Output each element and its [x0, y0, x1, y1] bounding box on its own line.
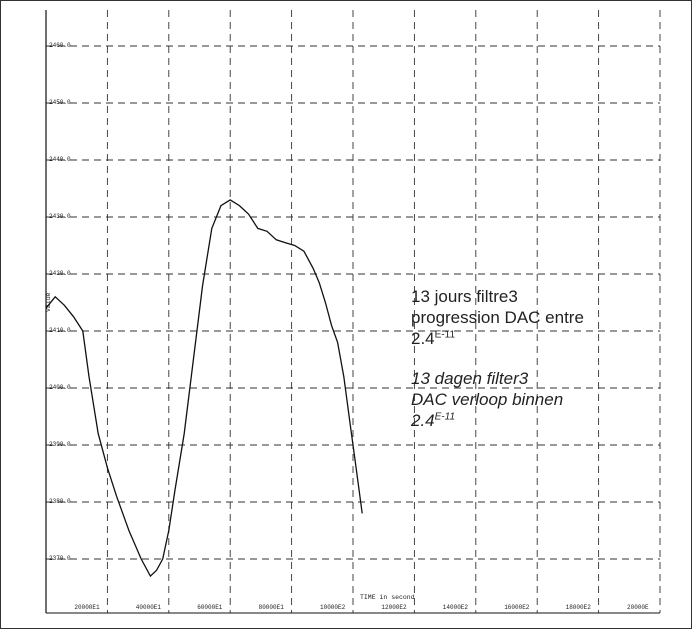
- grid: [46, 10, 661, 613]
- annotation-fr-line2: progression DAC entre: [411, 308, 584, 327]
- x-tick-label: 20000E: [627, 604, 649, 611]
- y-tick-label: 2380.0: [49, 498, 71, 505]
- annotation-nl-exponent: E-11: [434, 411, 456, 423]
- y-tick-labels: 2460.0 2450.0 2440.0 2430.0 2420.0 2410.0 2400…: [49, 42, 71, 562]
- annotation-nl-line1: 13 dagen filter3: [411, 369, 529, 388]
- annotation-fr-exponent: E-11: [434, 329, 456, 341]
- annotation-dutch: 13 dagen filter3 DAC verloop binnen 2.4E…: [411, 368, 563, 431]
- y-tick-label: 2370.0: [49, 555, 71, 562]
- x-tick-label: 14000E2: [443, 604, 469, 611]
- y-tick-label: 2450.0: [49, 99, 71, 106]
- x-tick-label: 16000E2: [504, 604, 530, 611]
- y-tick-label: 2460.0: [49, 42, 71, 49]
- annotation-nl-line2: DAC verloop binnen: [411, 390, 564, 409]
- x-tick-label: 60000E1: [197, 604, 223, 611]
- annotation-fr-line3: 2.4: [411, 329, 435, 348]
- y-tick-label: 2440.0: [49, 156, 71, 163]
- y-tick-label: 2420.0: [49, 270, 71, 277]
- annotation-fr-line1: 13 jours filtre3: [411, 287, 518, 306]
- x-tick-label: 10000E2: [320, 604, 346, 611]
- x-tick-labels: 20000E1 40000E1 60000E1 80000E1 10000E2 12000…: [74, 604, 649, 611]
- series-line-0: [45, 199, 363, 578]
- y-tick-label: 2410.0: [49, 327, 71, 334]
- x-tick-label: 80000E1: [259, 604, 285, 611]
- x-tick-label: 12000E2: [381, 604, 407, 611]
- x-tick-label: 18000E2: [566, 604, 592, 611]
- x-axis-label: TIME in second: [360, 594, 415, 601]
- y-axis-label: value: [45, 292, 52, 312]
- y-tick-label: 2390.0: [49, 441, 71, 448]
- y-tick-label: 2400.0: [49, 384, 71, 391]
- x-tick-label: 40000E1: [136, 604, 162, 611]
- annotation-nl-line3: 2.4: [411, 411, 435, 430]
- y-tick-label: 2430.0: [49, 213, 71, 220]
- annotation-french: 13 jours filtre3 progression DAC entre 2…: [411, 286, 584, 349]
- data-series: [45, 199, 363, 578]
- x-tick-label: 20000E1: [74, 604, 100, 611]
